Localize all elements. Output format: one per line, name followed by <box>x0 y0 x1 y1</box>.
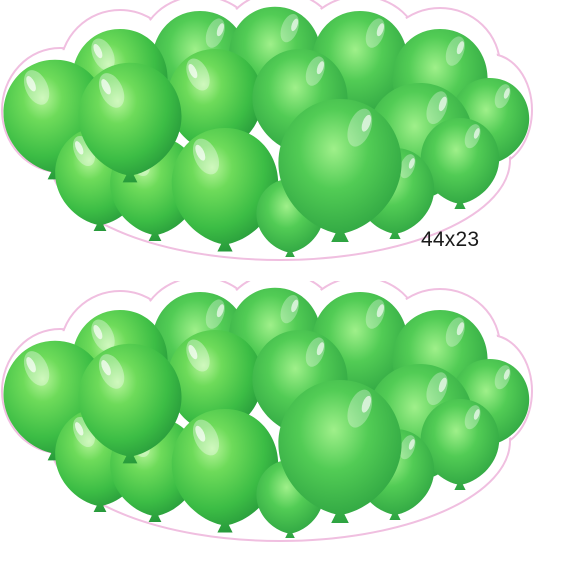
balloon-icon <box>0 0 577 281</box>
balloon-cluster-bottom <box>0 281 577 562</box>
balloon-icon <box>0 281 577 562</box>
size-label: 44x23 <box>421 228 480 251</box>
balloon-cluster-top <box>0 0 577 281</box>
